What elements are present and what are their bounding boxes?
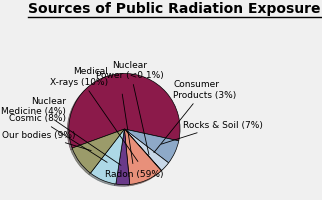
Wedge shape (124, 129, 169, 171)
Text: Nuclear
Medicine (4%): Nuclear Medicine (4%) (1, 97, 121, 166)
Text: Nuclear
Power (<0.1%): Nuclear Power (<0.1%) (96, 60, 164, 155)
Text: Rocks & Soil (7%): Rocks & Soil (7%) (161, 121, 263, 144)
Wedge shape (124, 129, 161, 185)
Text: Radon (59%): Radon (59%) (105, 95, 164, 178)
Text: Sources of Public Radiation Exposure:: Sources of Public Radiation Exposure: (28, 2, 322, 16)
Wedge shape (116, 129, 130, 185)
Wedge shape (69, 74, 180, 148)
Wedge shape (72, 129, 124, 173)
Wedge shape (124, 129, 179, 163)
Text: Our bodies (9%): Our bodies (9%) (2, 130, 91, 151)
Text: Medical
X-rays (10%): Medical X-rays (10%) (50, 67, 138, 162)
Wedge shape (124, 129, 162, 171)
Wedge shape (90, 129, 124, 184)
Text: Cosmic (8%): Cosmic (8%) (9, 114, 107, 163)
Text: Consumer
Products (3%): Consumer Products (3%) (154, 80, 237, 153)
